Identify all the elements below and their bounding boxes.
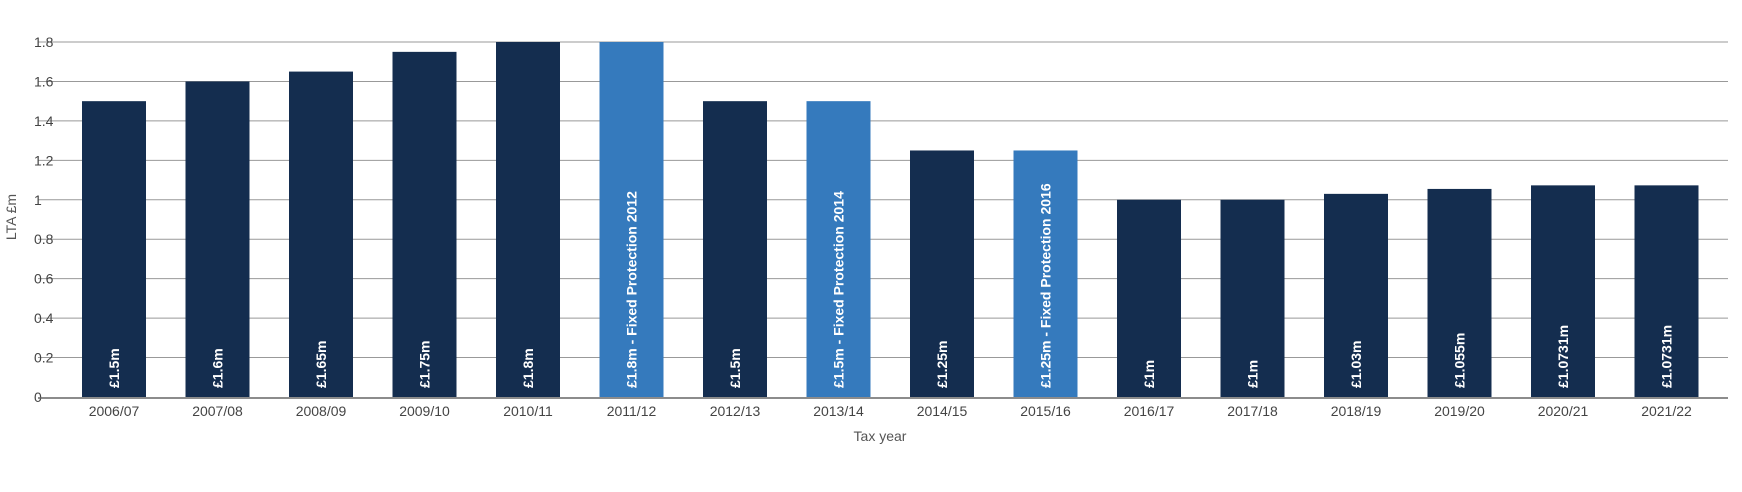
x-tick-label: 2010/11 [503,403,553,419]
bar [496,42,560,397]
bar [806,101,871,398]
bar [703,101,767,398]
bar-data-label: £1.0731m [1659,325,1675,388]
bar [289,71,353,397]
y-tick-label: 1.6 [34,73,54,89]
x-tick-label: 2008/09 [296,403,347,419]
bar-data-label: £1.25m [934,341,950,388]
y-tick-label: 0.8 [34,231,54,247]
bar-data-label: £1.5m [106,348,122,388]
bar-data-label: £1.6m [210,348,226,388]
bar-data-label: £1.5m - Fixed Protection 2014 [831,191,847,388]
bar-data-label: £1.8m - Fixed Protection 2012 [624,191,640,388]
x-tick-label: 2016/17 [1124,403,1175,419]
bar [1013,150,1078,397]
x-tick-label: 2020/21 [1538,403,1589,419]
bar [910,150,974,397]
bar [392,51,457,397]
bar-data-label: £1m [1245,360,1261,388]
x-tick-label: 2017/18 [1227,403,1278,419]
x-tick-label: 2018/19 [1331,403,1382,419]
bar-data-label: £1m [1141,360,1157,388]
bar-data-label: £1.65m [313,341,329,388]
x-tick-label: 2011/12 [607,403,657,419]
y-tick-label: 0.2 [34,350,54,366]
x-tick-label: 2015/16 [1020,403,1071,419]
y-tick-label: 1.2 [34,152,54,168]
x-tick-label: 2009/10 [399,403,450,419]
x-axis-title: Tax year [854,428,907,444]
bar [1531,185,1595,397]
y-tick-label: 1 [34,192,42,208]
bar-data-label: £1.75m [417,341,433,388]
bar [1220,199,1285,397]
y-tick-label: 1.8 [34,34,54,50]
bar-data-label: £1.055m [1452,333,1468,388]
y-axis-title: LTA £m [3,194,19,240]
x-tick-label: 2019/20 [1434,403,1485,419]
x-tick-label: 2012/13 [710,403,761,419]
y-tick-label: 1.4 [34,113,54,129]
bars: £1.5m £1.6m £1.65m £1.75m £1.8m £1.8m - Fixed… [82,42,1699,398]
x-axis-ticks: 2006/07 2007/08 2008/09 2009/10 2010/11 2011/… [89,403,1692,419]
bar-data-label: £1.03m [1348,341,1364,388]
x-tick-label: 2013/14 [813,403,864,419]
bar-data-label: £1.5m [727,348,743,388]
bar-data-label: £1.8m [520,348,536,388]
bar [1634,185,1699,397]
y-tick-label: 0.6 [34,271,54,287]
x-tick-label: 2007/08 [192,403,243,419]
bar [1117,199,1181,397]
bar [185,81,250,397]
y-tick-label: 0 [34,389,42,405]
y-tick-label: 0.4 [34,310,54,326]
bar-data-label: £1.25m - Fixed Protection 2016 [1038,183,1054,388]
x-tick-label: 2014/15 [917,403,968,419]
bar [1427,188,1492,397]
y-axis-ticks: 0 0.2 0.4 0.6 0.8 1 1.2 1.4 1.6 1.8 [34,34,54,405]
bar-data-label: £1.0731m [1555,325,1571,388]
bar [599,42,664,397]
bar [1324,193,1388,397]
x-tick-label: 2021/22 [1641,403,1692,419]
x-tick-label: 2006/07 [89,403,140,419]
bar [82,101,146,398]
